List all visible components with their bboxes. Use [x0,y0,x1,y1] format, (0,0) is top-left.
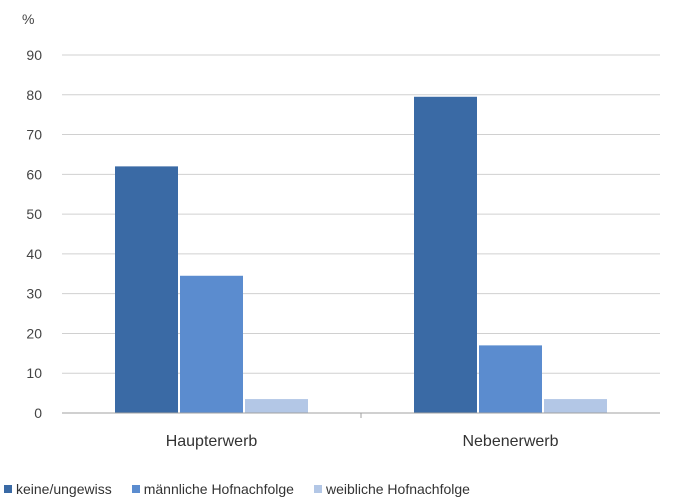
legend-item: keine/ungewiss [4,481,112,497]
y-axis-ticks: 0 10 20 30 40 50 60 70 80 90 [26,47,42,421]
category-labels: Haupterwerb Nebenerwerb [166,433,559,450]
legend-label: weibliche Hofnachfolge [325,481,470,497]
bar [115,166,178,413]
bar [479,345,542,413]
y-tick-label: 50 [26,206,42,222]
legend-swatch [313,485,322,493]
legend-label: männliche Hofnachfolge [143,481,294,497]
y-tick-label: 70 [26,127,42,143]
y-unit-label: % [22,11,34,27]
legend-item: männliche Hofnachfolge [131,481,294,497]
y-tick-label: 40 [26,246,42,262]
legend-swatch [131,485,140,493]
bar [414,96,477,414]
legend-swatch [4,485,12,493]
bar [245,399,308,413]
x-axis [62,412,660,418]
bar [180,275,243,413]
y-tick-label: 10 [26,365,42,381]
y-tick-label: 80 [26,87,42,103]
y-tick-label: 0 [34,405,42,421]
category-label: Haupterwerb [166,433,258,450]
legend-item: weibliche Hofnachfolge [313,481,470,497]
bars [115,96,607,414]
y-tick-label: 30 [26,286,42,302]
y-tick-label: 90 [26,47,42,63]
y-tick-label: 20 [26,325,42,341]
bar [544,399,607,413]
legend-label: keine/ungewiss [16,481,112,497]
category-label: Nebenerwerb [462,433,558,450]
y-tick-label: 60 [26,166,42,182]
legend: keine/ungewiss männliche Hofnachfolge weib… [4,478,684,500]
